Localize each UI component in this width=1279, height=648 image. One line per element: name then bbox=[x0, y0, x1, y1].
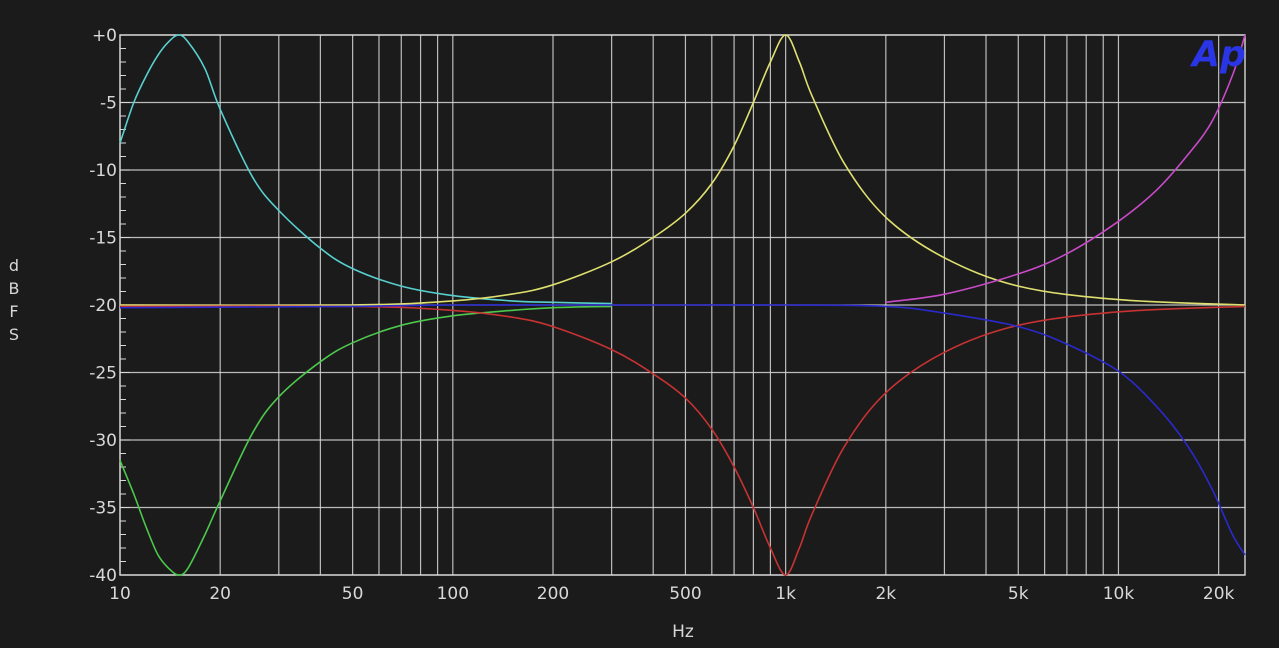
series-line-2 bbox=[119, 305, 612, 576]
y-tick-label: -25 bbox=[89, 364, 117, 384]
y-tick-label: -40 bbox=[89, 566, 117, 586]
y-axis-label-char: S bbox=[9, 325, 19, 344]
y-tick-label: -30 bbox=[89, 431, 117, 451]
y-tick-label: +0 bbox=[92, 26, 117, 46]
y-axis-label-char: d bbox=[9, 256, 19, 275]
series-line-3 bbox=[119, 34, 1246, 307]
y-axis-label-char: B bbox=[9, 279, 20, 298]
y-tick-label: -5 bbox=[100, 94, 117, 114]
x-axis-label: Hz bbox=[672, 622, 694, 642]
series-line-1 bbox=[119, 34, 612, 305]
y-tick-label: -15 bbox=[89, 229, 117, 249]
y-tick-labels: +0 -5 -10 -15 -20 -25 -30 -35 -40 bbox=[89, 26, 117, 586]
series-line-6 bbox=[119, 304, 1246, 556]
x-tick-label: 10 bbox=[109, 584, 131, 604]
y-tick-label: -20 bbox=[89, 296, 117, 316]
x-tick-label: 2k bbox=[875, 584, 896, 604]
series-group bbox=[119, 34, 1246, 576]
ap-logo: Ap bbox=[1189, 34, 1246, 75]
x-tick-label: 10k bbox=[1103, 584, 1135, 604]
series-line-4 bbox=[119, 305, 1246, 576]
x-tick-label: 5k bbox=[1008, 584, 1029, 604]
x-tick-label: 20k bbox=[1203, 584, 1235, 604]
y-tick-label: -10 bbox=[89, 161, 117, 181]
x-tick-label: 50 bbox=[342, 584, 364, 604]
y-axis-label-char: F bbox=[9, 302, 18, 321]
x-tick-label: 1k bbox=[775, 584, 796, 604]
y-tick-label: -35 bbox=[89, 499, 117, 519]
x-tick-label: 200 bbox=[537, 584, 569, 604]
series-line-5 bbox=[885, 34, 1246, 304]
x-tick-label: 20 bbox=[209, 584, 231, 604]
x-tick-labels: 10 20 50 100 200 500 1k 2k 5k 10k 20k bbox=[109, 584, 1234, 604]
x-tick-label: 500 bbox=[669, 584, 701, 604]
x-tick-label: 100 bbox=[437, 584, 469, 604]
